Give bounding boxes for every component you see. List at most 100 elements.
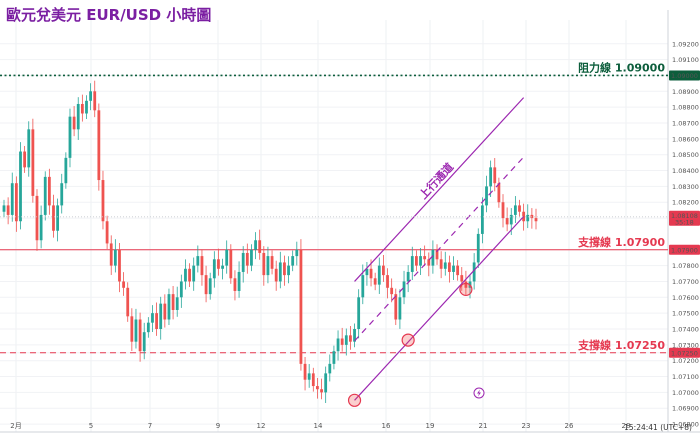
- level-price-badge-text: 1.07900: [671, 246, 698, 254]
- candle-body: [2, 205, 6, 212]
- y-tick-label: 1.07100: [672, 373, 699, 381]
- y-tick-label: 1.08800: [672, 104, 699, 112]
- lightning-glyph: [477, 389, 481, 397]
- candle-body: [171, 294, 175, 310]
- level-price-badge: [669, 244, 700, 255]
- candle-body: [402, 281, 406, 298]
- candle-body: [497, 183, 501, 203]
- x-tick-label: 14: [314, 422, 323, 430]
- level-price-badge: [669, 70, 700, 81]
- x-tick-label: 23: [522, 422, 531, 430]
- candle-body: [307, 373, 311, 380]
- candle-body: [485, 186, 488, 206]
- candle-body: [35, 195, 39, 241]
- candle-body: [184, 268, 187, 282]
- channel-lower-line: [354, 216, 525, 401]
- candle-body: [68, 116, 72, 158]
- candle-body: [126, 287, 130, 317]
- candle-body: [472, 262, 476, 282]
- x-tick-label: 28: [622, 422, 631, 430]
- y-tick-label: 1.09100: [672, 56, 699, 64]
- candle-body: [336, 338, 340, 352]
- x-tick-label: 21: [479, 422, 488, 430]
- candle-body: [534, 218, 538, 222]
- candle-body: [283, 262, 286, 276]
- candle-body: [39, 214, 43, 241]
- candle-body: [344, 335, 348, 345]
- candle-body: [382, 265, 385, 276]
- candle-body: [122, 281, 125, 288]
- candle-body: [357, 297, 361, 329]
- x-tick-label: 5: [89, 422, 93, 430]
- y-tick-label: 1.07800: [672, 262, 699, 270]
- channel-mid-line: [354, 156, 525, 342]
- candle-body: [270, 256, 274, 269]
- candle-body: [196, 256, 200, 266]
- y-tick-label: 1.07400: [672, 326, 699, 334]
- candle-body: [377, 265, 381, 285]
- candle-body: [394, 294, 398, 320]
- candle-body: [419, 256, 422, 266]
- candle-body: [76, 103, 80, 130]
- y-tick-label: 1.08200: [672, 199, 699, 207]
- candle-body: [188, 268, 191, 282]
- candle-body: [311, 373, 315, 387]
- candle-body: [237, 271, 241, 291]
- candle-body: [513, 205, 517, 215]
- candle-body: [113, 249, 117, 266]
- candle-body: [303, 363, 307, 380]
- candle-body: [43, 176, 47, 215]
- level-price-badge: [669, 347, 700, 358]
- candle-body: [52, 205, 55, 231]
- x-tick-label: 9: [216, 422, 220, 430]
- candle-body: [72, 116, 76, 130]
- candle-body: [64, 157, 68, 184]
- candle-body: [192, 265, 196, 282]
- y-tick-label: 1.09200: [672, 40, 699, 48]
- candle-body: [159, 303, 163, 329]
- candle-body: [369, 268, 373, 279]
- candle-body: [324, 373, 328, 393]
- candle-body: [93, 91, 97, 111]
- candle-body: [118, 249, 121, 282]
- y-tick-label: 1.07300: [672, 341, 699, 349]
- level-price-badge-text: 1.09000: [671, 72, 698, 80]
- candle-body: [489, 167, 493, 187]
- candle-body: [56, 205, 60, 231]
- candle-body: [320, 389, 323, 393]
- candle-body: [151, 313, 154, 323]
- candle-body: [452, 265, 455, 272]
- candle-body: [373, 278, 377, 285]
- candle-body: [423, 256, 427, 260]
- x-tick-label: 12: [257, 422, 266, 430]
- candle-body: [97, 110, 101, 181]
- candle-body: [138, 319, 142, 352]
- candle-body: [340, 338, 344, 345]
- candle-body: [505, 218, 509, 225]
- level-price-badge-text: 1.07250: [671, 349, 698, 357]
- candle-body: [456, 265, 460, 276]
- candle-body: [431, 249, 435, 266]
- current-price-text: 1.08108: [671, 212, 698, 220]
- level-label: 阻力線 1.09000: [578, 60, 665, 74]
- utc-clock: 15:24:41 (UTC+8): [624, 423, 692, 432]
- candle-body: [89, 91, 93, 101]
- candle-body: [287, 265, 290, 276]
- y-tick-label: 1.07000: [672, 389, 699, 397]
- candle-body: [221, 265, 224, 269]
- candle-body: [163, 303, 167, 320]
- touch-point-circle: [347, 393, 362, 407]
- candle-body: [142, 332, 146, 352]
- y-tick-label: 1.08400: [672, 167, 699, 175]
- countdown-text: 35:18: [675, 218, 694, 226]
- candle-body: [509, 214, 513, 225]
- candle-body: [299, 249, 303, 364]
- y-tick-label: 1.06800: [672, 421, 699, 429]
- candle-body: [254, 240, 257, 250]
- candle-body: [493, 167, 497, 184]
- candle-body: [518, 205, 521, 212]
- current-price-badge: [669, 210, 700, 226]
- candle-body: [233, 278, 237, 291]
- y-tick-label: 1.08700: [672, 120, 699, 128]
